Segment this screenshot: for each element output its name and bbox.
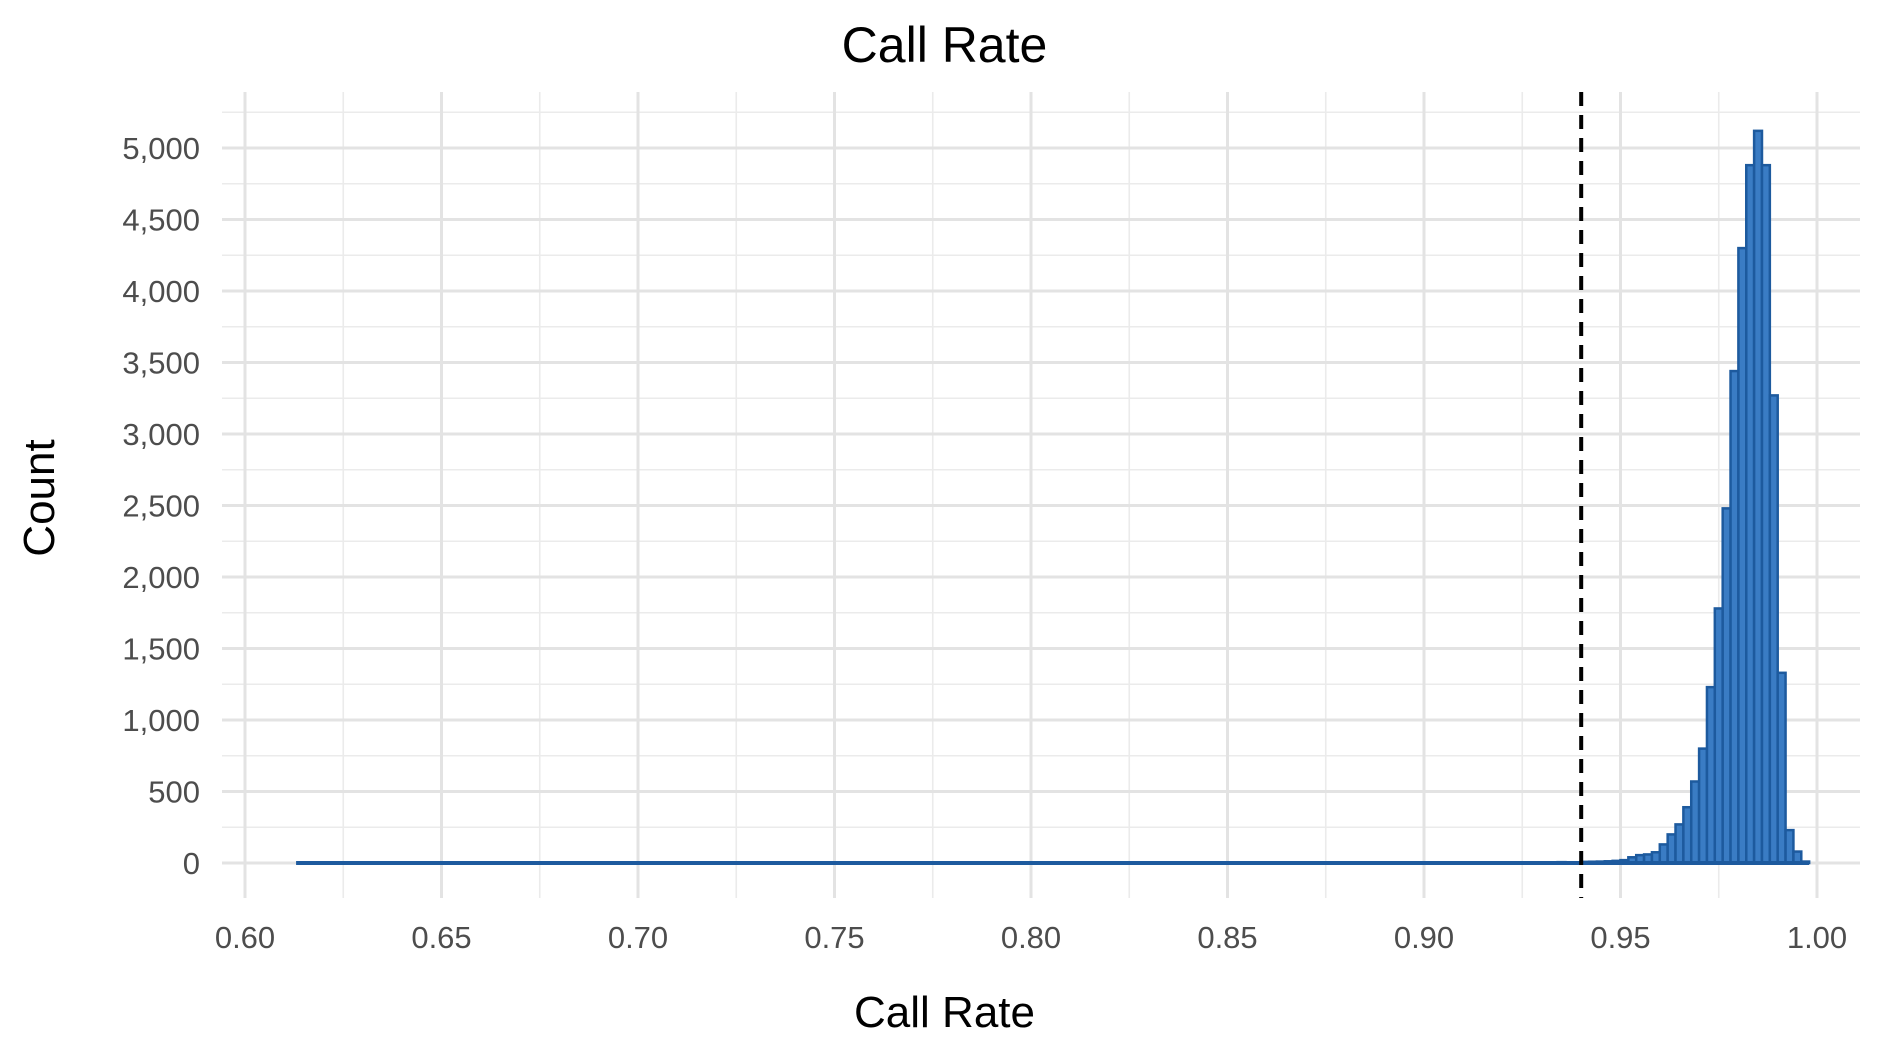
- y-tick-label: 3,000: [122, 417, 200, 452]
- x-tick-label: 1.00: [1787, 920, 1847, 955]
- y-tick-label: 3,500: [122, 346, 200, 381]
- x-tick-label: 0.65: [411, 920, 471, 955]
- y-tick-label: 5,000: [122, 131, 200, 166]
- x-tick-label: 0.75: [804, 920, 864, 955]
- x-tick-label: 0.70: [608, 920, 668, 955]
- y-tick-label: 4,000: [122, 274, 200, 309]
- x-tick-label: 0.95: [1590, 920, 1650, 955]
- y-tick-label: 1,000: [122, 703, 200, 738]
- x-tick-label: 0.90: [1394, 920, 1454, 955]
- y-tick-label: 500: [148, 775, 200, 810]
- y-tick-label: 2,000: [122, 560, 200, 595]
- y-tick-label: 1,500: [122, 632, 200, 667]
- x-tick-label: 0.80: [1001, 920, 1061, 955]
- y-tick-label: 4,500: [122, 203, 200, 238]
- y-tick-label: 2,500: [122, 489, 200, 524]
- x-tick-label: 0.60: [215, 920, 275, 955]
- x-tick-label: 0.85: [1197, 920, 1257, 955]
- y-tick-label: 0: [183, 846, 200, 881]
